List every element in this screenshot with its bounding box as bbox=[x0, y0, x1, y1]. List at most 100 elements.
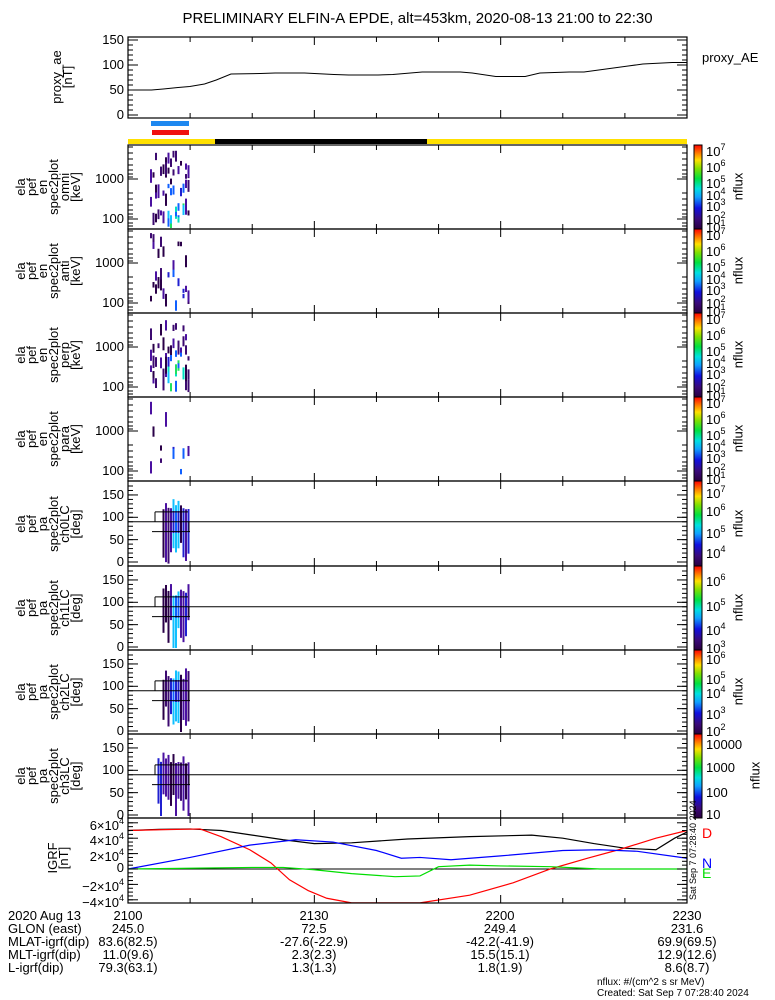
spectrogram-pixel bbox=[157, 758, 160, 804]
spectrogram-pixel bbox=[177, 241, 180, 247]
spectrogram-pixel bbox=[162, 337, 165, 351]
spectrogram-pixel bbox=[162, 588, 165, 633]
spectrogram-pixel bbox=[185, 763, 187, 800]
spectrogram-pixel bbox=[175, 211, 177, 217]
energy-ytick-label: 1000 bbox=[95, 255, 124, 270]
spectrogram-pixel bbox=[165, 356, 167, 365]
proxy-ae-frame bbox=[127, 36, 688, 119]
igrf-d-line bbox=[127, 828, 688, 904]
footer-value: 8.6(8.7) bbox=[664, 960, 710, 975]
spectrogram-pixel bbox=[170, 508, 172, 553]
colorbar-tick-label: 103 bbox=[706, 705, 726, 722]
igrf-ytick-label: 2×104 bbox=[89, 846, 124, 864]
pitch-angle-ytick-label: 50 bbox=[109, 700, 124, 716]
spectrogram-pixel bbox=[175, 595, 177, 648]
spectrogram-pixel bbox=[182, 205, 185, 216]
spectrogram-pixel bbox=[160, 458, 162, 463]
colorbar-tick-label: 105 bbox=[706, 524, 726, 541]
spectrogram-pixel bbox=[187, 180, 190, 192]
spectrogram-pixel bbox=[155, 378, 157, 389]
colorbar-tick-label: 105 bbox=[706, 670, 726, 687]
colorbar bbox=[693, 228, 703, 314]
igrf-ytick-label: −4×104 bbox=[82, 892, 124, 910]
pitch-angle-ytick-label: 150 bbox=[102, 739, 124, 755]
proxy-ae-ytick-label: 100 bbox=[102, 57, 124, 72]
colorbar-tick-label: 104 bbox=[706, 270, 726, 287]
spectrogram-pixel bbox=[165, 157, 167, 166]
spectrogram-pixel bbox=[170, 188, 172, 196]
colorbar-tick-label: 104 bbox=[706, 354, 726, 371]
spectrogram-pixel bbox=[175, 380, 177, 392]
colorbar-tick-label: 107 bbox=[706, 394, 726, 411]
footer-value: 72.5 bbox=[301, 921, 327, 936]
pitch-angle-ytick-label: 0 bbox=[116, 723, 124, 738]
spectrogram-pixel bbox=[165, 412, 167, 420]
colorbar-tick-label: 105 bbox=[706, 258, 726, 275]
spectrogram-pixel bbox=[165, 193, 167, 206]
spectrogram-pixel bbox=[170, 178, 172, 185]
spectrogram-pixel bbox=[162, 168, 165, 173]
colorbar-tick-label: 104 bbox=[706, 438, 726, 455]
spectrogram-ylabel: ela pef en spec2plot anti [keV] bbox=[13, 243, 83, 299]
footer-row-label: L-igrf(dip) bbox=[8, 960, 64, 975]
spectrogram-pixel bbox=[160, 761, 162, 816]
footer-value: 2230 bbox=[672, 908, 702, 923]
igrf-legend-D: D bbox=[702, 825, 713, 841]
spectrogram-pixel bbox=[167, 210, 170, 219]
footer-row-label: MLT-igrf(dip) bbox=[8, 947, 81, 962]
spectrogram-pixel bbox=[160, 210, 162, 216]
spectrogram-pixel bbox=[160, 279, 162, 291]
pitch-angle-ytick-label: 150 bbox=[102, 486, 124, 502]
pitch-angle-ytick-label: 50 bbox=[109, 616, 124, 632]
spectrogram-pixel bbox=[162, 246, 165, 257]
colorbar-tick-label: 104 bbox=[706, 621, 726, 638]
spectrogram-pixel bbox=[170, 352, 172, 362]
pitch-angle-ytick-label: 50 bbox=[109, 784, 124, 800]
spectrogram-pixel bbox=[162, 368, 165, 381]
spectrogram-pixel bbox=[170, 678, 172, 715]
spectrogram-pixel bbox=[182, 756, 185, 811]
spectrogram-pixel bbox=[175, 372, 177, 377]
spectrogram-pixel bbox=[150, 233, 152, 239]
colorbar-tick-label: 103 bbox=[706, 365, 726, 382]
spectrogram-pixel bbox=[165, 758, 167, 797]
footer-row-label: GLON (east) bbox=[8, 921, 82, 936]
footer-value: 249.4 bbox=[483, 921, 517, 936]
spectrogram-pixel bbox=[162, 379, 165, 391]
footer-value: 15.5(15.1) bbox=[470, 947, 530, 962]
spectrogram-pixel bbox=[182, 325, 185, 332]
colorbar-tick-label: 106 bbox=[706, 242, 726, 259]
colorbar-tick-label: 10 bbox=[706, 807, 721, 822]
spectrogram-pixel bbox=[157, 343, 160, 349]
spectrogram-pixel bbox=[150, 401, 152, 415]
footer-value: 11.0(9.6) bbox=[102, 947, 154, 962]
spectrogram-pixel bbox=[185, 345, 187, 355]
pitch-angle-ytick-label: 50 bbox=[109, 531, 124, 547]
spectrogram-pixel bbox=[177, 762, 180, 799]
spectrogram-pixel bbox=[152, 355, 155, 369]
pitch-angle-ytick-label: 0 bbox=[116, 639, 124, 654]
spectrogram-pixel bbox=[165, 371, 167, 378]
spectrogram-pixel bbox=[185, 205, 187, 215]
spectrogram-pixel bbox=[155, 213, 157, 223]
spectrogram-pixel bbox=[165, 364, 167, 374]
proxy-ae-ylabel: proxy_ae [nT] bbox=[49, 50, 75, 104]
igrf-ylabel: IGRF [nT] bbox=[45, 842, 71, 874]
spectrogram-pixel bbox=[160, 445, 162, 451]
colorbar bbox=[693, 312, 703, 398]
colorbar bbox=[693, 649, 703, 735]
igrf-ytick-label: 6×104 bbox=[89, 815, 124, 833]
spectrogram-pixel bbox=[160, 323, 162, 336]
spectrogram-ylabel: ela pef pa spec2plot ch0LC [deg] bbox=[13, 495, 83, 552]
spectrogram-pixel bbox=[155, 284, 157, 294]
spectrogram-frame bbox=[127, 649, 688, 735]
spectrogram-pixel bbox=[182, 367, 185, 380]
energy-ytick-label: 1000 bbox=[95, 171, 124, 186]
colorbar-tick-label: 103 bbox=[706, 197, 726, 214]
spectrogram-pixel bbox=[182, 678, 185, 721]
spectrogram-pixel bbox=[162, 752, 165, 795]
spectrogram-pixel bbox=[167, 272, 170, 278]
spectrogram-pixel bbox=[150, 349, 152, 361]
spectrogram-pixel bbox=[177, 363, 180, 369]
spectrogram-pixel bbox=[185, 198, 187, 210]
